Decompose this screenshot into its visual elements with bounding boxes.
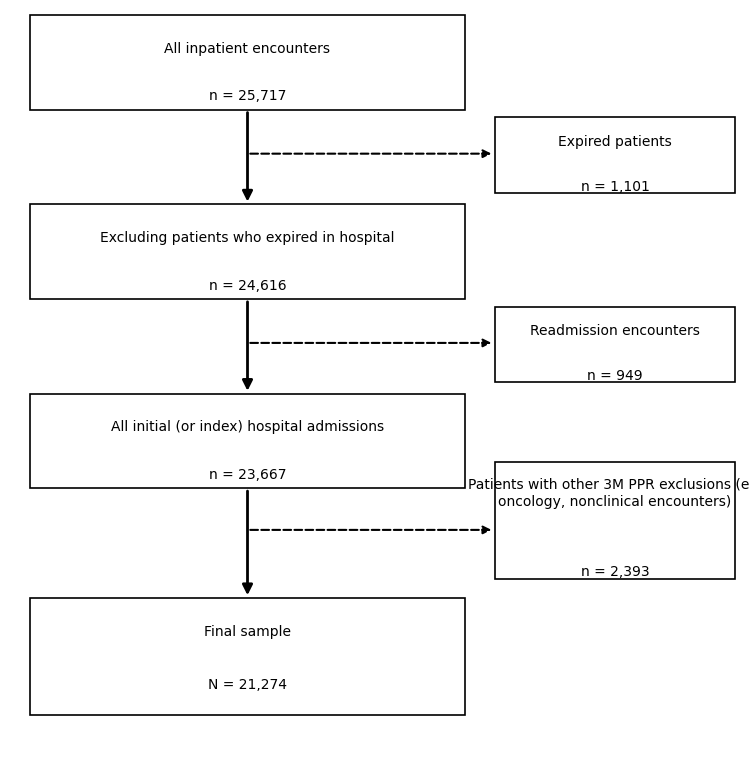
Text: n = 23,667: n = 23,667 [209,468,286,481]
Text: n = 949: n = 949 [587,369,643,383]
Text: Excluding patients who expired in hospital: Excluding patients who expired in hospit… [100,231,394,245]
Text: All initial (or index) hospital admissions: All initial (or index) hospital admissio… [111,420,384,434]
Text: Readmission encounters: Readmission encounters [530,324,700,338]
Text: N = 21,274: N = 21,274 [208,678,287,691]
Text: n = 25,717: n = 25,717 [209,89,286,103]
FancyBboxPatch shape [495,462,735,579]
FancyBboxPatch shape [495,307,735,382]
Text: n = 24,616: n = 24,616 [209,279,286,292]
FancyBboxPatch shape [30,598,465,715]
FancyBboxPatch shape [30,15,465,110]
Text: Expired patients: Expired patients [558,135,672,148]
Text: Final sample: Final sample [204,625,291,638]
FancyBboxPatch shape [30,204,465,299]
FancyBboxPatch shape [495,117,735,193]
FancyBboxPatch shape [30,394,465,488]
Text: All inpatient encounters: All inpatient encounters [164,42,331,55]
Text: n = 1,101: n = 1,101 [580,180,650,194]
Text: n = 2,393: n = 2,393 [580,565,650,579]
Text: Patients with other 3M PPR exclusions (eg,
oncology, nonclinical encounters): Patients with other 3M PPR exclusions (e… [468,478,750,509]
